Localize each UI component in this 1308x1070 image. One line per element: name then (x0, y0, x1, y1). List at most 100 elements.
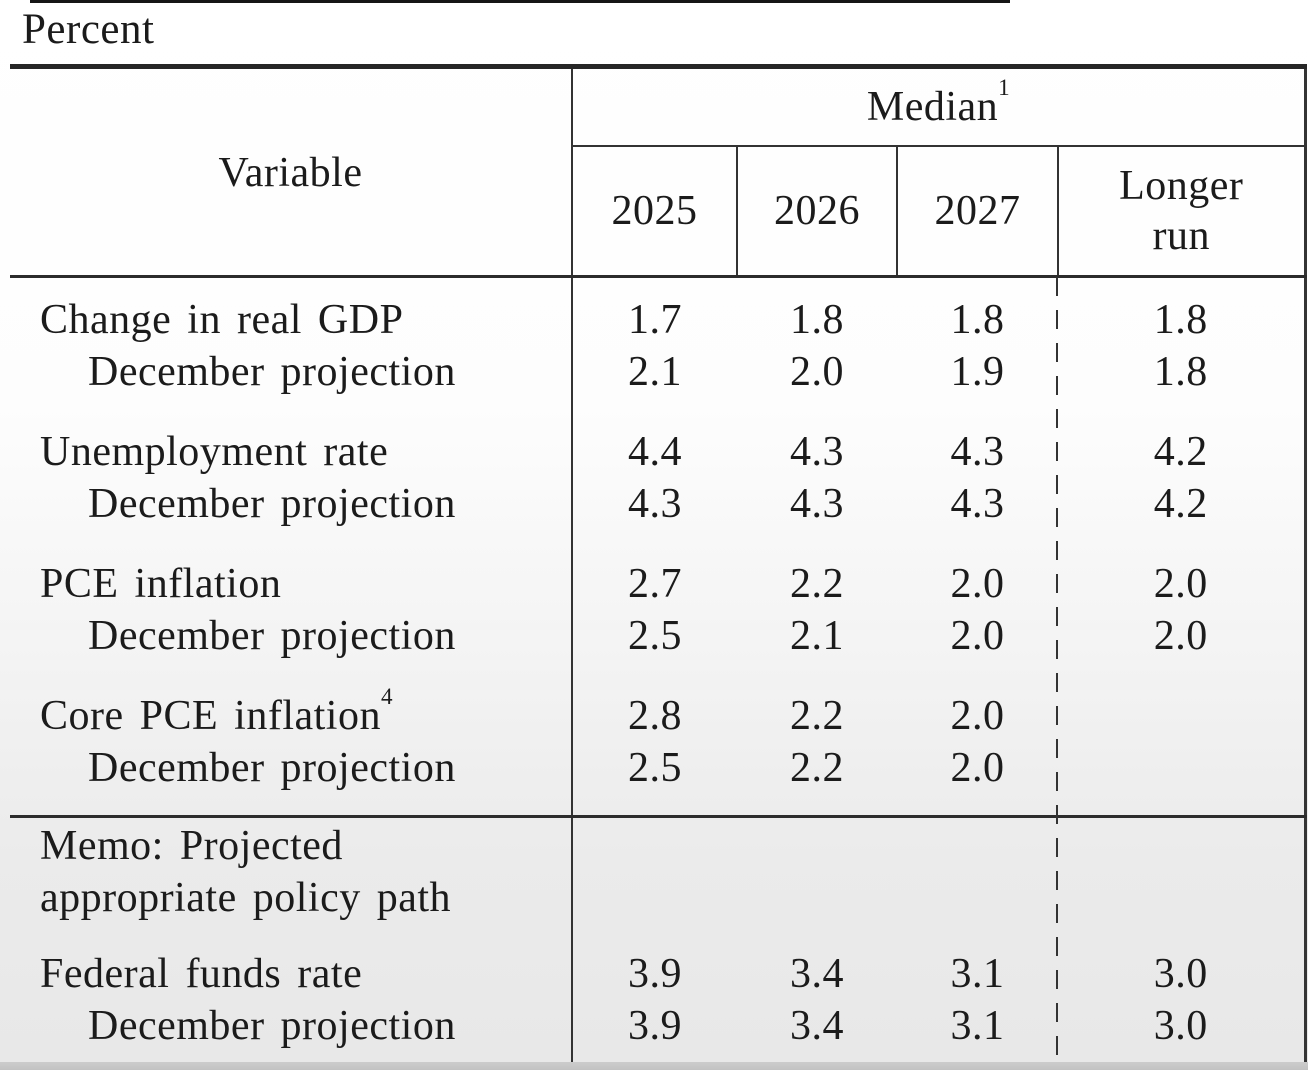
value (737, 872, 897, 924)
value (1058, 820, 1304, 872)
value-cell: 3.1 (897, 1000, 1058, 1064)
value: 2.2 (790, 745, 844, 791)
year-header-label: 2026 (774, 188, 860, 234)
row-label: Memo: Projected (40, 823, 343, 869)
value-cell: 3.4 (737, 924, 897, 1000)
table-row: PCE inflation 2.7 2.2 2.0 2.0 (10, 530, 1305, 610)
value-cell: 2.2 (737, 662, 897, 742)
value: 2.2 (790, 561, 844, 607)
value-cell: 4.3 (737, 478, 897, 530)
value-cell: 1.8 (1058, 277, 1305, 347)
year-header: 2025 (571, 146, 737, 278)
value-cell: 3.9 (572, 1000, 737, 1064)
value: 2.5 (628, 613, 682, 659)
value: 4.3 (628, 481, 682, 527)
row-label: PCE inflation (40, 561, 282, 607)
value-cell: 2.7 (572, 530, 737, 610)
value: 3.1 (950, 951, 1005, 997)
value-cell (1058, 662, 1305, 742)
value-cell: 4.4 (572, 398, 737, 478)
row-label-cell: Unemployment rate (10, 398, 573, 478)
value: 3.0 (1153, 1003, 1208, 1049)
table-body: Change in real GDP 1.7 1.8 1.8 1.8 December p… (10, 276, 1306, 1064)
table-row: appropriate policy path (10, 872, 1305, 924)
value (1058, 742, 1304, 794)
row-label-cell: PCE inflation (10, 530, 573, 610)
median-header: Median1 (572, 66, 1306, 147)
value-cell (1058, 742, 1305, 817)
year-header-label: 2027 (934, 188, 1021, 234)
value-cell: 4.3 (572, 478, 737, 530)
row-label-cell: December projection (10, 1000, 573, 1064)
row-label: Change in real GDP (40, 297, 404, 343)
value-cell: 4.2 (1058, 478, 1305, 530)
value: 4.2 (1153, 429, 1208, 475)
longer-run-label: Longer run (1059, 147, 1304, 275)
table-row: Unemployment rate 4.4 4.3 4.3 4.2 (10, 398, 1305, 478)
value-cell: 3.0 (1058, 1000, 1305, 1064)
value-cell: 2.0 (897, 662, 1058, 742)
longer-run-line2: run (1152, 213, 1211, 259)
value-cell: 2.0 (897, 742, 1058, 817)
value-cell (737, 872, 897, 924)
row-label: Federal funds rate (40, 951, 363, 997)
top-edge-line (30, 0, 1010, 3)
value: 3.4 (790, 951, 844, 997)
value: 2.2 (790, 693, 844, 739)
value-cell: 2.0 (897, 530, 1058, 610)
dashed-divider (1056, 277, 1058, 1056)
value-cell: 4.3 (897, 398, 1058, 478)
value: 2.8 (628, 693, 682, 739)
value: 4.4 (628, 429, 682, 475)
value: 4.3 (790, 481, 844, 527)
value: 2.0 (950, 693, 1005, 739)
row-label-cell: appropriate policy path (10, 872, 573, 924)
value-cell: 1.8 (897, 277, 1058, 347)
value: 2.0 (950, 561, 1005, 607)
value-cell: 1.9 (897, 346, 1058, 398)
bottom-edge-band (0, 1062, 1308, 1070)
value (897, 872, 1058, 924)
row-label-cell: Federal funds rate (10, 924, 573, 1000)
row-label: Unemployment rate (40, 429, 389, 475)
table-row: Core PCE inflation4 2.8 2.2 2.0 (10, 662, 1305, 742)
projections-table: Variable Median1 2025 2026 2027 Longer run (10, 64, 1307, 1066)
value-cell: 1.7 (572, 277, 737, 347)
value-cell (897, 815, 1058, 872)
table-row: December projection 2.5 2.1 2.0 2.0 (10, 610, 1305, 662)
value-cell: 2.5 (572, 610, 737, 662)
year-header-row: 2025 2026 2027 Longer run (10, 146, 1306, 278)
value-cell: 3.1 (897, 924, 1058, 1000)
row-label-cell: Core PCE inflation4 (10, 662, 573, 742)
value: 2.0 (1153, 613, 1208, 659)
value: 4.3 (950, 481, 1005, 527)
value: 1.9 (950, 349, 1005, 395)
median-footnote-marker: 1 (998, 73, 1010, 100)
table-row: Memo: Projected (10, 815, 1306, 872)
value (897, 820, 1058, 872)
row-label: December projection (88, 613, 456, 659)
value: 2.1 (790, 613, 844, 659)
value-cell: 4.3 (737, 398, 897, 478)
table-head: Variable Median1 2025 2026 2027 Longer run (10, 66, 1306, 278)
value-cell: 3.0 (1058, 924, 1305, 1000)
value: 3.0 (1153, 951, 1208, 997)
value: 2.0 (790, 349, 844, 395)
median-header-label: Median1 (573, 69, 1304, 145)
value-cell: 2.1 (737, 610, 897, 662)
value: 3.9 (628, 951, 682, 997)
table-row: December projection 3.9 3.4 3.1 3.0 (10, 1000, 1305, 1064)
value-cell: 2.0 (897, 610, 1058, 662)
value (573, 820, 737, 872)
value-cell: 2.2 (737, 530, 897, 610)
value-cell (897, 872, 1058, 924)
table-row: December projection 2.5 2.2 2.0 (10, 742, 1305, 817)
row-label-cell: Change in real GDP (10, 276, 573, 346)
value-cell: 3.9 (572, 924, 737, 1000)
value: 3.9 (628, 1003, 682, 1049)
value (737, 820, 897, 872)
row-label-cell: December projection (10, 478, 573, 530)
variable-header-label: Variable (218, 150, 363, 196)
year-header: 2027 (896, 146, 1058, 278)
